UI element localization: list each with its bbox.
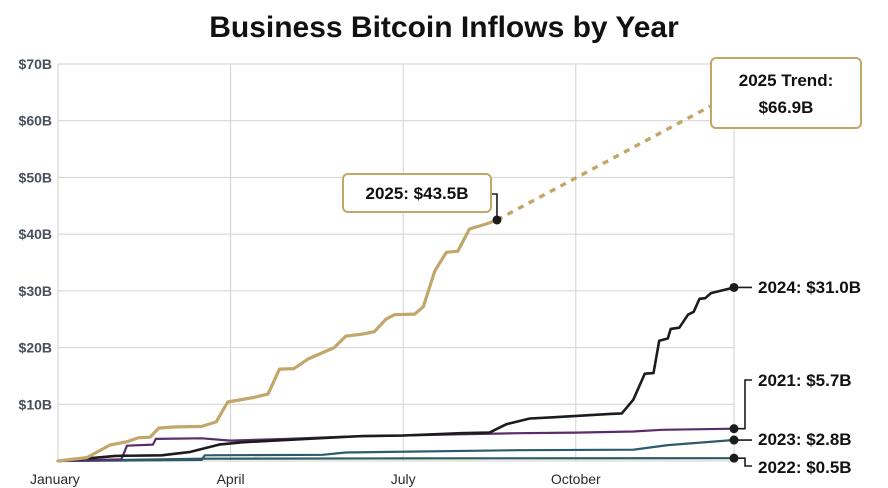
callout-label-2025: 2025: $43.5B xyxy=(365,184,468,203)
end-marker xyxy=(729,424,739,434)
callout-label-trend-line1: 2025 Trend: xyxy=(739,71,834,90)
end-label: 2021: $5.7B xyxy=(758,371,852,390)
marker-2025-current xyxy=(492,215,502,225)
end-label: 2022: $0.5B xyxy=(758,458,852,477)
y-tick-label: $60B xyxy=(19,113,52,129)
end-label: 2024: $31.0B xyxy=(758,278,861,297)
end-label-leader xyxy=(734,379,752,430)
y-tick-label: $30B xyxy=(19,283,52,299)
series-line-2023 xyxy=(56,438,736,463)
callout-box-2025 xyxy=(342,173,492,213)
callout-connector-2025 xyxy=(492,193,498,220)
chart-title: Business Bitcoin Inflows by Year xyxy=(209,11,679,44)
x-tick-label: October xyxy=(551,471,601,487)
end-marker xyxy=(729,282,739,292)
y-tick-label: $40B xyxy=(19,226,52,242)
annotations: 2025: $43.5B 2025 Trend: $66.9B 2024: $31.0… xyxy=(342,57,862,477)
x-tick-label: July xyxy=(391,471,416,487)
callout-box-trend xyxy=(710,57,862,129)
y-tick-label: $10B xyxy=(19,396,52,412)
x-axis-ticks: January April July October xyxy=(30,471,601,487)
end-marker xyxy=(729,435,739,445)
series-line-2025 xyxy=(56,218,499,463)
y-tick-label: $20B xyxy=(19,340,52,356)
end-marker xyxy=(729,453,739,463)
series-line-2024 xyxy=(56,286,736,463)
trend-line-2025 xyxy=(496,103,713,222)
y-tick-label: $70B xyxy=(19,56,52,72)
end-label: 2023: $2.8B xyxy=(758,430,852,449)
x-tick-label: April xyxy=(217,471,245,487)
callout-label-trend-line2: $66.9B xyxy=(759,98,814,117)
plot-frame xyxy=(57,63,735,462)
end-label-leader xyxy=(734,457,752,467)
y-axis-ticks: $10B $20B $30B $40B $50B $60B $70B xyxy=(19,56,52,412)
y-tick-label: $50B xyxy=(19,169,52,185)
series-lines xyxy=(56,103,736,463)
x-tick-label: January xyxy=(30,471,80,487)
